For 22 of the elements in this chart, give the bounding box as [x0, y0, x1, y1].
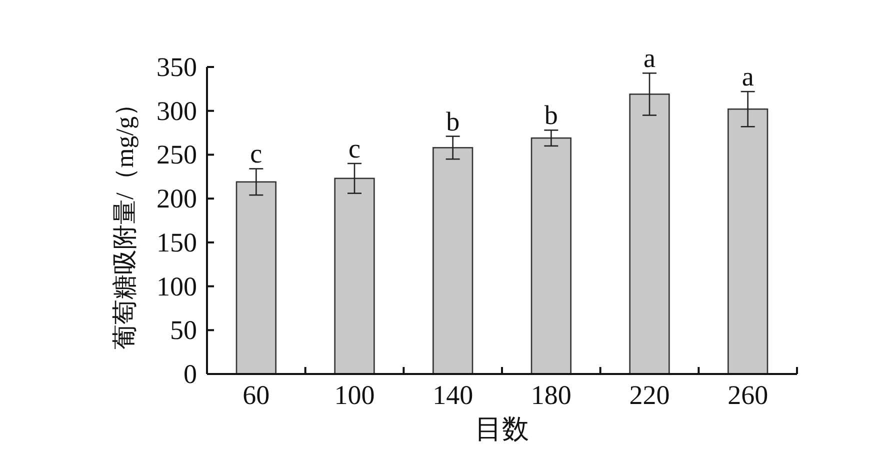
x-tick-label: 220	[629, 380, 670, 410]
y-tick-label: 200	[156, 184, 197, 214]
y-axis-title: 葡萄糖吸附量/（mg/g）	[112, 91, 139, 350]
y-tick-label: 350	[156, 52, 197, 82]
y-tick-label: 0	[184, 359, 197, 389]
y-tick-label: 300	[156, 96, 197, 126]
x-axis-title: 目数	[475, 414, 529, 444]
annotation: b	[446, 106, 460, 136]
x-tick-label: 100	[334, 380, 375, 410]
x-tick-label: 260	[728, 380, 768, 410]
annotation: a	[644, 43, 656, 74]
annotation: a	[742, 62, 754, 92]
y-tick-label: 150	[156, 227, 197, 258]
y-tick-label: 100	[156, 271, 197, 302]
annotation: c	[250, 138, 262, 169]
y-tick-label: 250	[156, 140, 197, 170]
annotation: c	[348, 133, 361, 164]
x-tick-label: 180	[530, 380, 572, 410]
x-tick-label: 60	[242, 380, 270, 410]
annotation: b	[544, 100, 558, 130]
y-tick-label: 50	[170, 315, 197, 346]
x-tick-label: 140	[432, 380, 474, 410]
